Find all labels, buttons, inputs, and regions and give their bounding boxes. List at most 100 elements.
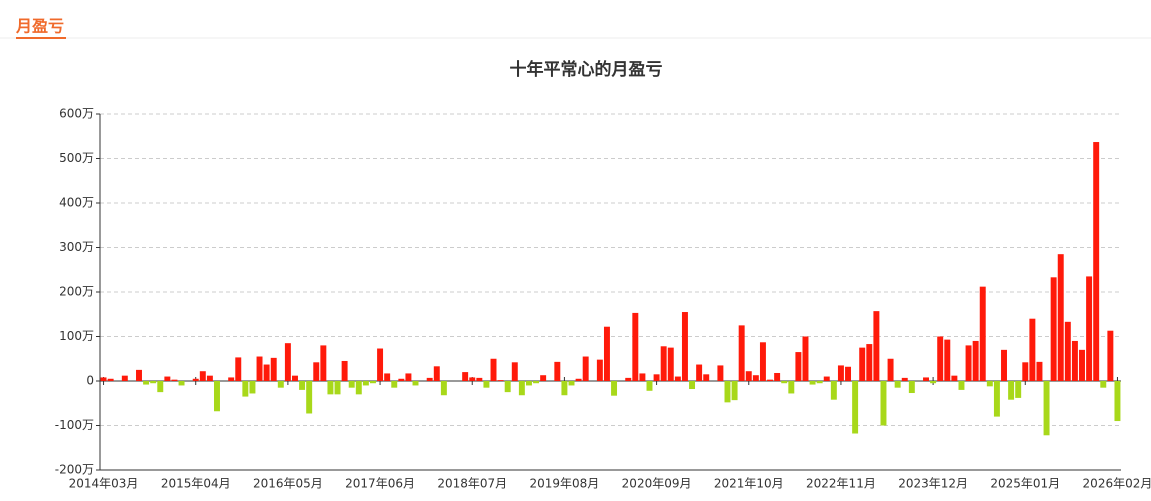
bar (646, 381, 653, 391)
bar (440, 381, 447, 396)
bar (192, 378, 199, 381)
bar (894, 381, 901, 388)
bar (391, 381, 398, 388)
bar (774, 372, 781, 381)
bar (313, 362, 320, 381)
bar (483, 381, 490, 388)
y-tick-label: 200万 (59, 285, 94, 299)
bar (823, 376, 830, 381)
bar (703, 374, 710, 381)
bar (1093, 142, 1100, 381)
bar (830, 381, 837, 400)
tab-title[interactable]: 月盈亏 (15, 17, 64, 36)
bar (816, 381, 823, 384)
bar (632, 312, 639, 381)
bar (214, 381, 220, 412)
bar (1114, 381, 1121, 422)
bar (292, 375, 298, 381)
bar (937, 336, 944, 381)
bar (355, 381, 362, 395)
bar (596, 359, 603, 381)
x-tick-label: 2015年04月 (161, 477, 231, 491)
bar (433, 366, 440, 381)
bar (845, 366, 852, 381)
x-tick-label: 2022年11月 (806, 477, 876, 491)
bar (228, 377, 235, 381)
y-tick-label: 600万 (59, 107, 94, 121)
bar (880, 381, 887, 426)
bar (986, 381, 993, 387)
bar (930, 381, 937, 384)
bar (249, 381, 256, 394)
bar (469, 377, 476, 381)
y-tick-label: 500万 (59, 151, 94, 165)
bar (554, 361, 561, 381)
bar (979, 286, 986, 381)
bar (242, 381, 249, 397)
y-tick-label: 400万 (59, 196, 94, 210)
bar (639, 373, 646, 381)
bar (866, 344, 873, 381)
bar (121, 375, 128, 381)
bar (1036, 361, 1043, 381)
bar (462, 372, 469, 381)
bar (107, 378, 114, 381)
bar (1064, 321, 1071, 381)
bar (667, 347, 674, 381)
bar (384, 373, 391, 381)
y-tick-label: -100万 (55, 418, 94, 432)
x-tick-label: 2023年12月 (898, 477, 968, 491)
bar (795, 352, 802, 381)
bar (887, 358, 894, 381)
x-tick-label: 2016年05月 (253, 477, 323, 491)
bar (377, 348, 384, 381)
bar (1079, 349, 1085, 381)
bar (901, 377, 908, 381)
bar (611, 381, 618, 396)
bar (306, 381, 313, 414)
x-tick-label: 2020年09月 (622, 477, 692, 491)
bar (724, 381, 731, 403)
bar (150, 381, 157, 384)
bar (256, 356, 263, 381)
x-tick-label: 2017年06月 (345, 477, 415, 491)
bar (731, 381, 738, 401)
bar (972, 340, 979, 381)
bar (362, 381, 369, 386)
bar (603, 326, 610, 381)
bar (263, 364, 270, 381)
bar (681, 312, 688, 381)
bar (873, 311, 880, 381)
bar (568, 381, 575, 386)
bar (745, 371, 752, 381)
bar (518, 381, 525, 396)
bar (1001, 349, 1007, 381)
bar (426, 377, 433, 381)
bar (164, 376, 171, 381)
bar (143, 381, 150, 385)
bar (752, 375, 759, 381)
bar (1071, 340, 1078, 381)
chart-title: 十年平常心的月盈亏 (510, 59, 663, 80)
bar (398, 378, 405, 381)
bar (809, 381, 816, 385)
bar (476, 377, 483, 381)
bar (1107, 330, 1114, 381)
bar (944, 339, 951, 381)
bar (341, 360, 348, 381)
bar (199, 371, 206, 381)
bar (327, 381, 334, 395)
bar (412, 381, 419, 386)
bar (696, 364, 703, 381)
bar (582, 356, 589, 381)
bar (660, 346, 667, 381)
bar (951, 375, 958, 381)
x-tick-label: 2026年02月 (1083, 477, 1151, 491)
bar (958, 381, 965, 390)
bar (653, 374, 660, 381)
bar (504, 381, 511, 393)
bar (788, 381, 795, 394)
bar (1086, 276, 1093, 381)
bar (1029, 318, 1036, 381)
